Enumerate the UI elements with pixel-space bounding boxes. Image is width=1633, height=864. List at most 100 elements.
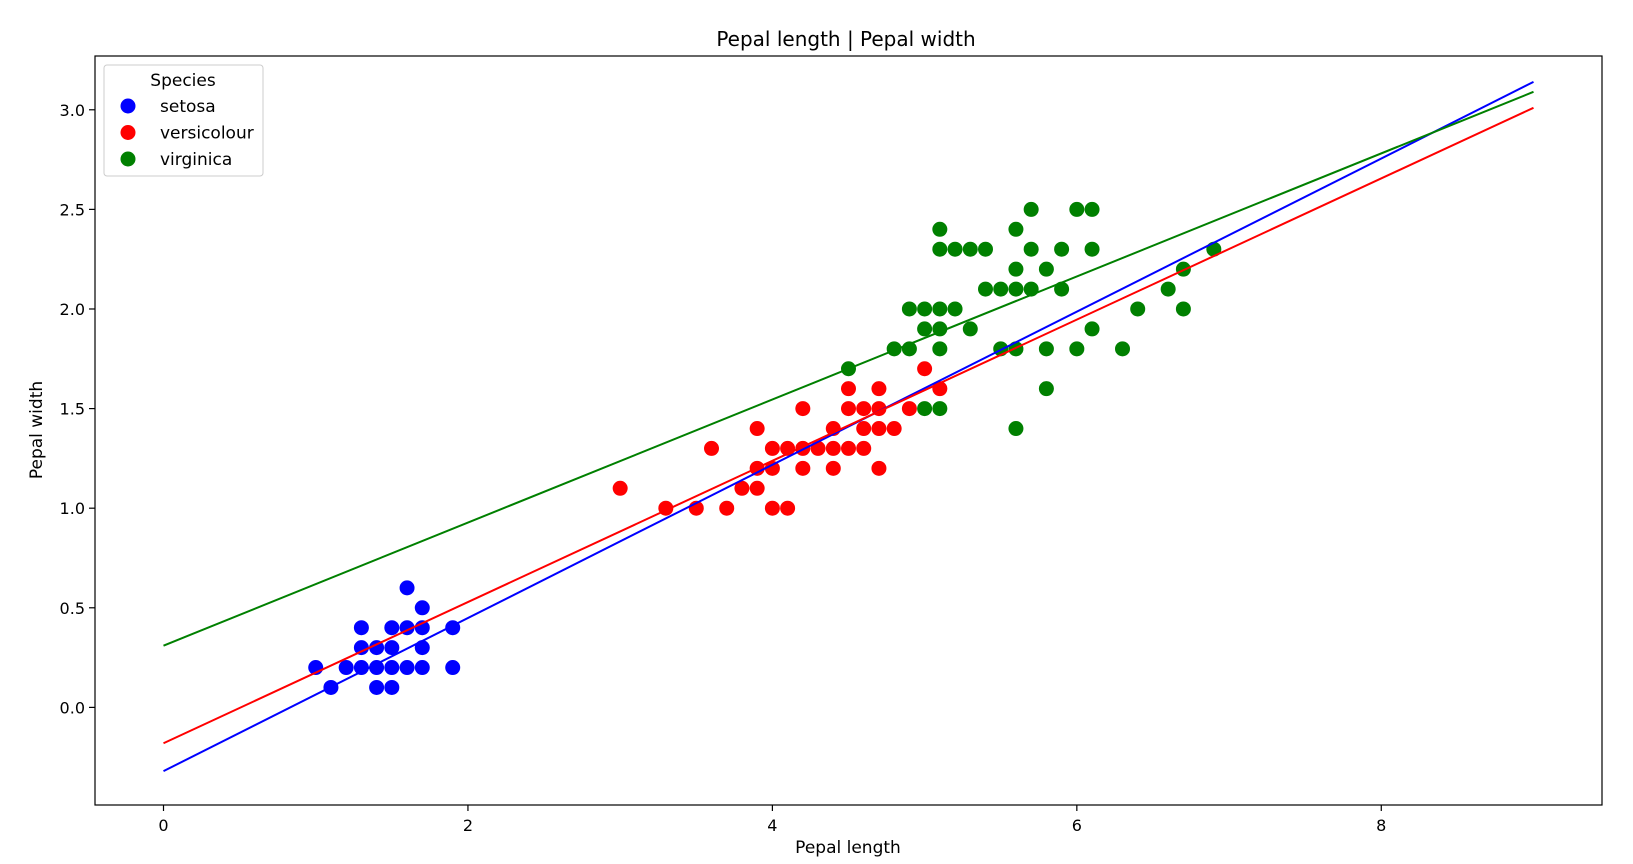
point-virginica-21 xyxy=(1008,421,1024,437)
point-virginica-27 xyxy=(1023,241,1039,257)
point-versicolour-4 xyxy=(719,500,735,516)
point-virginica-8 xyxy=(932,341,948,357)
point-virginica-25 xyxy=(1008,221,1024,237)
y-axis: 0.0 0.5 1.0 1.5 2.0 2.5 3.0 xyxy=(60,101,95,717)
point-versicolour-12 xyxy=(780,500,796,516)
y-tick-label-1: 0.5 xyxy=(60,599,85,618)
point-virginica-30 xyxy=(1038,341,1054,357)
y-tick-label-4: 2.0 xyxy=(60,300,85,319)
point-setosa-12 xyxy=(384,620,400,636)
point-virginica-29 xyxy=(1038,381,1054,397)
point-virginica-7 xyxy=(932,401,948,417)
point-setosa-11 xyxy=(384,640,400,656)
point-virginica-28 xyxy=(1023,201,1039,217)
point-setosa-20 xyxy=(445,660,461,676)
point-virginica-12 xyxy=(932,221,948,237)
point-virginica-31 xyxy=(1038,261,1054,277)
point-versicolour-17 xyxy=(810,440,826,456)
point-versicolour-9 xyxy=(764,500,780,516)
point-virginica-40 xyxy=(1130,301,1146,317)
point-setosa-7 xyxy=(369,660,385,676)
point-versicolour-32 xyxy=(901,401,917,417)
point-versicolour-10 xyxy=(764,460,780,476)
point-virginica-35 xyxy=(1069,201,1085,217)
point-setosa-10 xyxy=(384,660,400,676)
point-virginica-5 xyxy=(917,321,933,337)
x-tick-label-1: 2 xyxy=(463,816,473,835)
axes-frame xyxy=(94,55,1603,806)
point-virginica-36 xyxy=(1084,321,1100,337)
point-setosa-3 xyxy=(353,660,369,676)
point-versicolour-24 xyxy=(856,440,872,456)
point-virginica-37 xyxy=(1084,241,1100,257)
point-versicolour-22 xyxy=(841,401,856,417)
point-versicolour-25 xyxy=(856,421,872,437)
point-setosa-4 xyxy=(353,640,369,656)
point-versicolour-6 xyxy=(749,480,765,496)
point-virginica-13 xyxy=(947,301,963,317)
x-axis: 0 2 4 6 8 xyxy=(158,805,1386,835)
point-versicolour-23 xyxy=(841,381,856,397)
legend-marker-setosa xyxy=(120,98,136,114)
point-virginica-23 xyxy=(1008,281,1024,297)
point-versicolour-19 xyxy=(825,440,841,456)
point-setosa-5 xyxy=(353,620,369,636)
point-versicolour-3 xyxy=(704,440,719,456)
legend-label-setosa: setosa xyxy=(160,97,216,117)
point-setosa-13 xyxy=(399,660,415,676)
point-versicolour-11 xyxy=(764,440,780,456)
point-setosa-16 xyxy=(414,660,430,676)
series-virginica xyxy=(841,201,1222,437)
point-versicolour-14 xyxy=(795,460,811,476)
point-virginica-3 xyxy=(901,301,917,317)
point-virginica-10 xyxy=(932,301,948,317)
plot-area xyxy=(163,81,1534,773)
point-versicolour-0 xyxy=(612,480,628,496)
x-tick-label-4: 8 xyxy=(1376,816,1386,835)
point-virginica-34 xyxy=(1069,341,1085,357)
legend-box xyxy=(103,64,264,177)
x-tick-label-0: 0 xyxy=(158,816,168,835)
point-setosa-17 xyxy=(414,640,430,656)
point-virginica-15 xyxy=(962,321,978,337)
point-virginica-42 xyxy=(1175,301,1191,317)
point-versicolour-21 xyxy=(841,440,856,456)
legend-marker-versicolour xyxy=(120,125,136,140)
legend-title: Species xyxy=(150,71,216,91)
point-virginica-38 xyxy=(1084,201,1100,217)
point-versicolour-27 xyxy=(871,460,887,476)
point-virginica-20 xyxy=(993,281,1009,297)
point-versicolour-31 xyxy=(886,421,902,437)
point-virginica-14 xyxy=(947,241,963,257)
x-tick-label-2: 4 xyxy=(767,816,777,835)
y-axis-label: Pepal width xyxy=(27,381,47,479)
x-axis-label: Pepal length xyxy=(795,838,901,858)
point-virginica-4 xyxy=(917,401,933,417)
legend: Species setosa versicolour virginica xyxy=(103,64,264,177)
legend-label-virginica: virginica xyxy=(160,150,232,170)
point-versicolour-8 xyxy=(749,421,765,437)
point-versicolour-26 xyxy=(856,401,872,417)
point-versicolour-30 xyxy=(871,381,887,397)
point-virginica-6 xyxy=(917,301,933,317)
point-versicolour-18 xyxy=(825,460,841,476)
point-setosa-6 xyxy=(369,679,385,695)
point-setosa-8 xyxy=(369,640,385,656)
point-virginica-24 xyxy=(1008,261,1024,277)
chart-title: Pepal length | Pepal width xyxy=(716,27,975,51)
point-virginica-18 xyxy=(978,241,993,257)
point-virginica-32 xyxy=(1054,281,1070,297)
point-virginica-16 xyxy=(962,241,978,257)
point-setosa-9 xyxy=(384,679,400,695)
legend-label-versicolour: versicolour xyxy=(160,124,254,144)
y-tick-label-0: 0.0 xyxy=(60,698,85,717)
fit-line-versicolour xyxy=(163,106,1534,745)
point-versicolour-5 xyxy=(734,480,750,496)
legend-marker-virginica xyxy=(120,151,136,167)
y-tick-label-5: 2.5 xyxy=(60,200,85,219)
point-virginica-39 xyxy=(1115,341,1130,357)
point-virginica-17 xyxy=(978,281,993,297)
y-tick-label-6: 3.0 xyxy=(60,101,85,120)
